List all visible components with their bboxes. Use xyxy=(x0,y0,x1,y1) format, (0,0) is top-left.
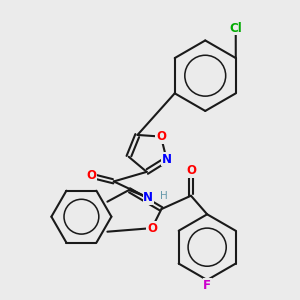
Text: N: N xyxy=(143,191,153,204)
Text: Cl: Cl xyxy=(230,22,242,34)
Text: N: N xyxy=(162,153,172,166)
Text: O: O xyxy=(186,164,196,178)
Text: H: H xyxy=(160,191,168,201)
Text: F: F xyxy=(203,279,211,292)
Text: O: O xyxy=(86,169,96,182)
Text: O: O xyxy=(156,130,166,143)
Text: O: O xyxy=(147,222,157,235)
